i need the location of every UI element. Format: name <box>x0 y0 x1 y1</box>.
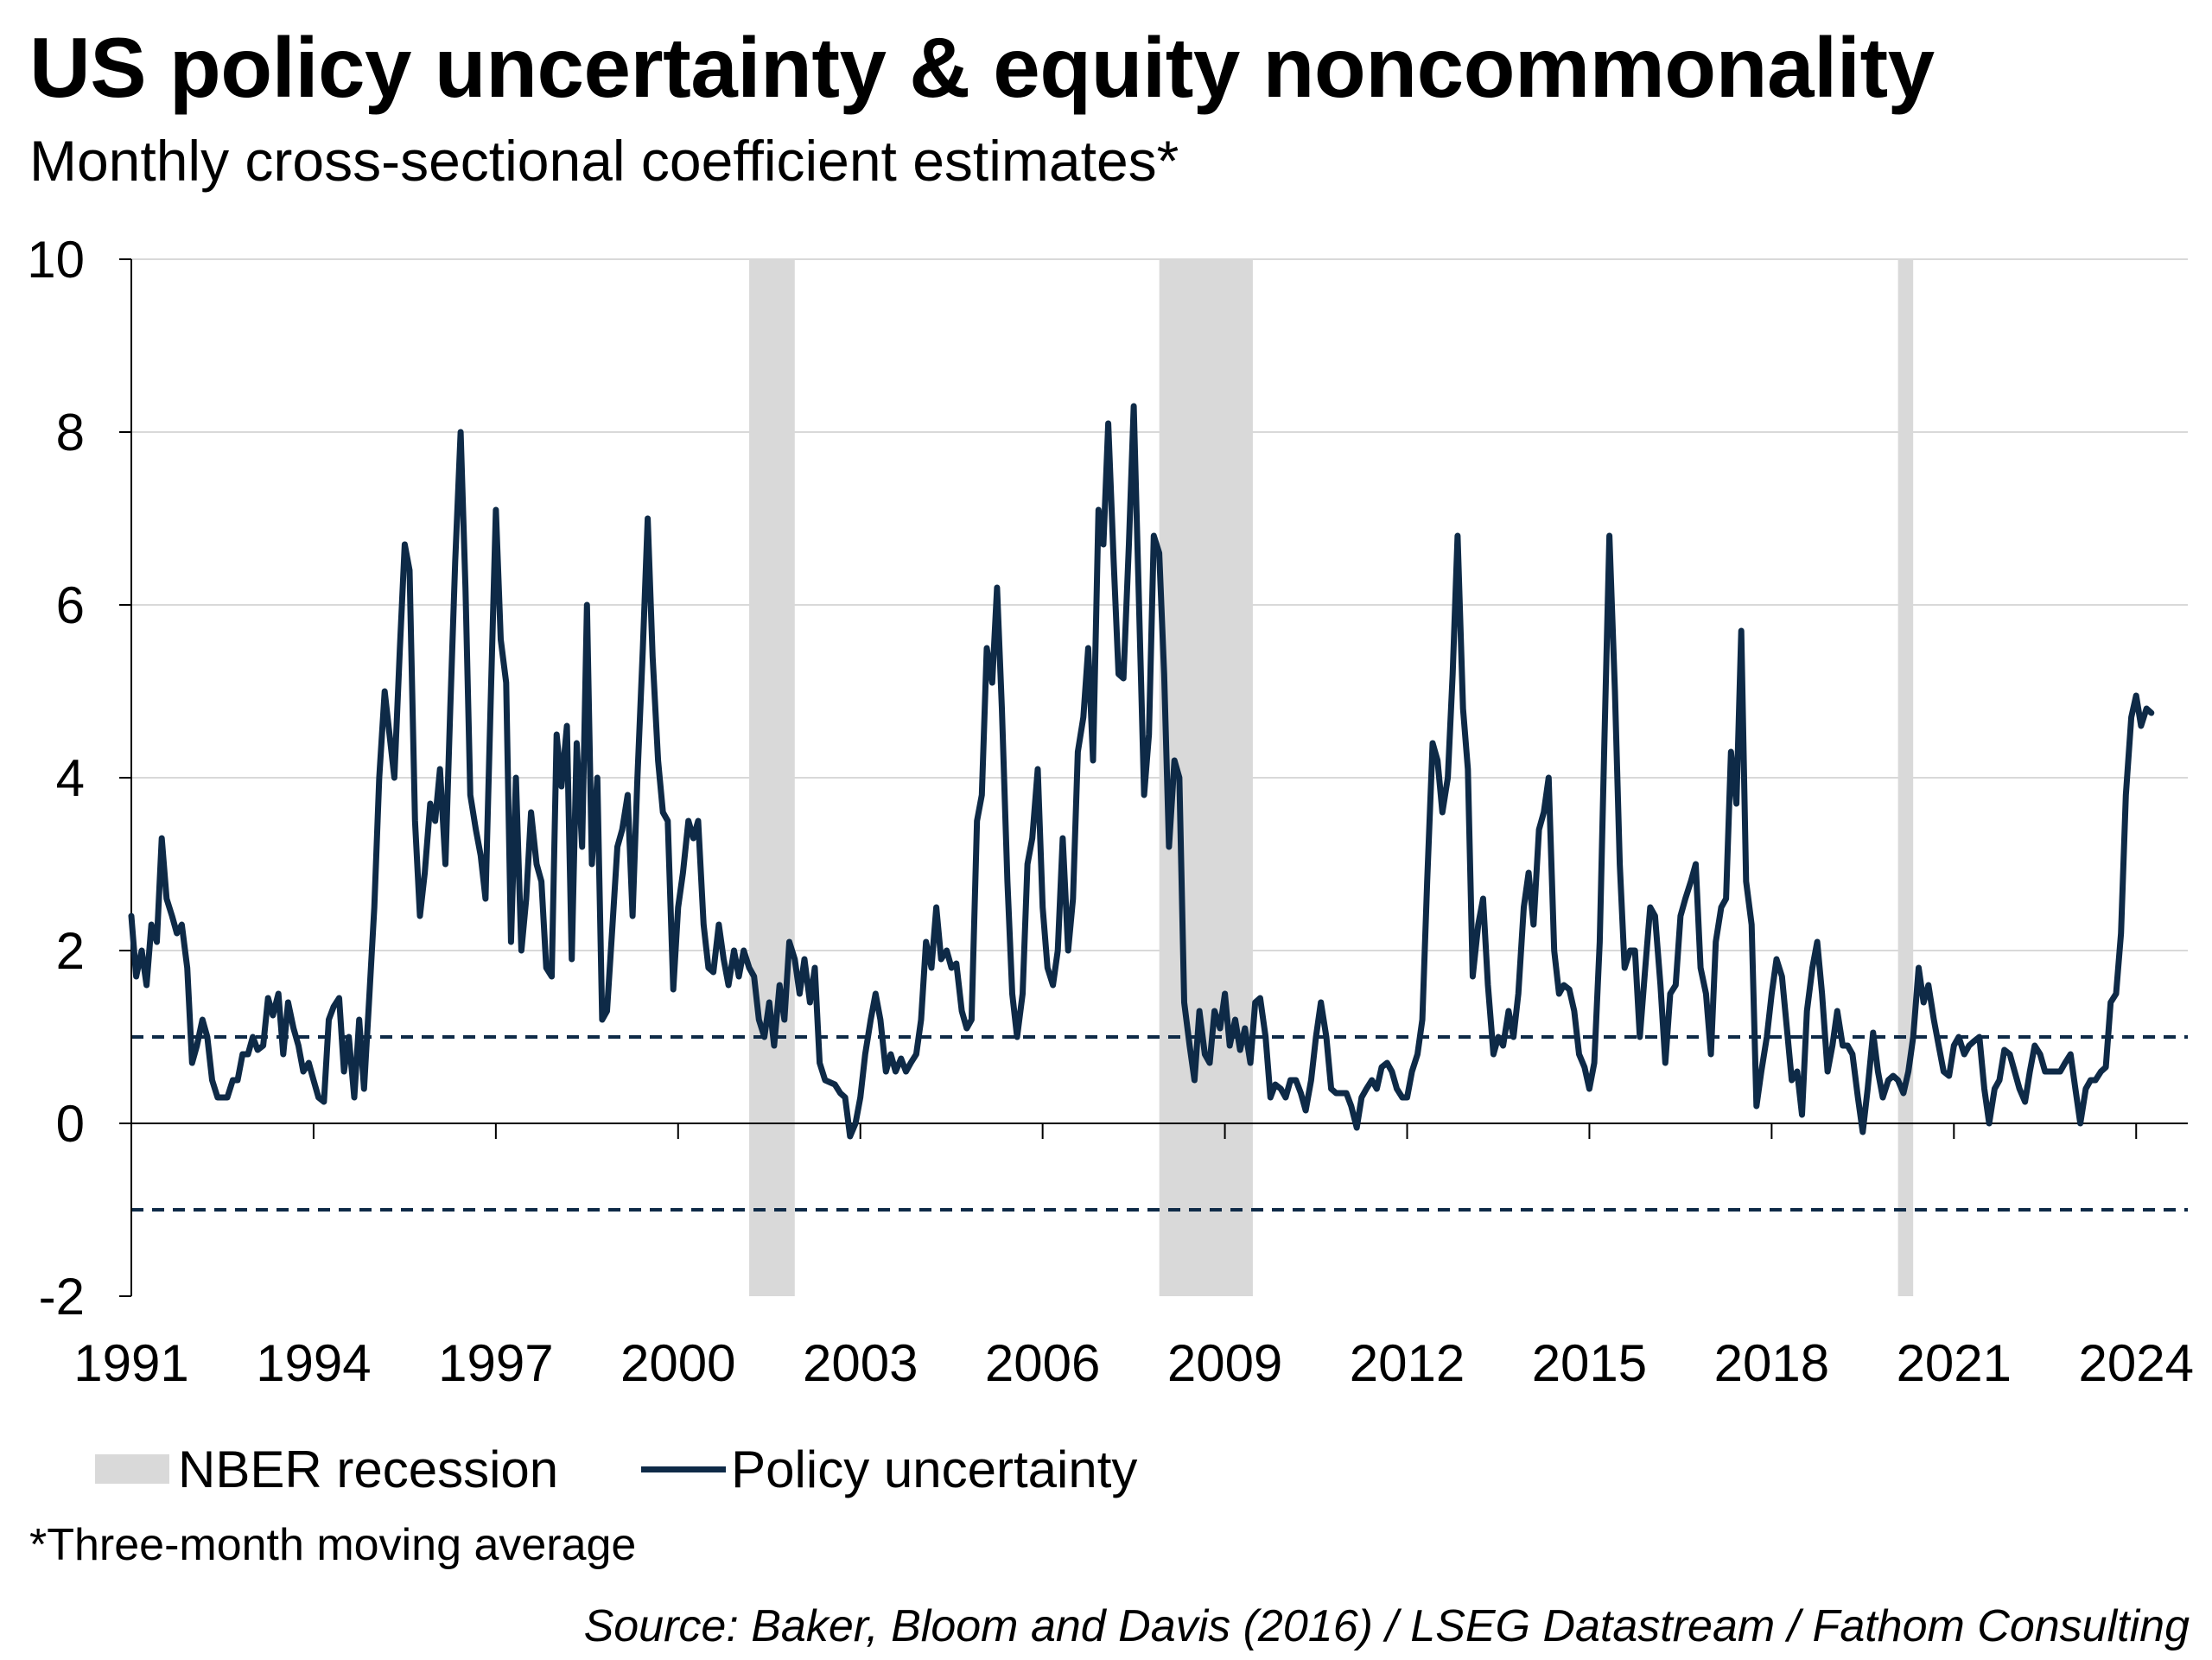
legend-item-recession: NBER recession <box>95 1440 558 1499</box>
legend-item-policy: Policy uncertainty <box>641 1440 1137 1499</box>
legend-recession-swatch <box>95 1454 169 1484</box>
series-line-policy-uncertainty <box>128 403 2155 1140</box>
y-tick-label: 4 <box>56 749 85 807</box>
x-tick-label: 1991 <box>73 1334 188 1392</box>
chart-title: US policy uncertainty & equity noncommon… <box>29 20 1935 115</box>
y-tick-label: -2 <box>39 1268 85 1326</box>
source-note: Source: Baker, Bloom and Davis (2016) / … <box>583 1601 2190 1651</box>
x-tick-label: 2024 <box>2078 1334 2193 1392</box>
x-tick-label: 2003 <box>803 1334 918 1392</box>
y-tick-label: 2 <box>56 922 85 980</box>
y-tick-label: 10 <box>27 231 85 289</box>
legend-policy-label: Policy uncertainty <box>731 1440 1138 1498</box>
x-tick-label: 2015 <box>1532 1334 1647 1392</box>
x-tick-label: 1997 <box>438 1334 553 1392</box>
y-tick-label: 8 <box>56 404 85 461</box>
x-tick-label: 2018 <box>1714 1334 1829 1392</box>
x-tick-label: 2000 <box>620 1334 735 1392</box>
x-tick-label: 1994 <box>256 1334 371 1392</box>
legend-recession-label: NBER recession <box>178 1440 559 1498</box>
legend: NBER recession Policy uncertainty <box>95 1434 1220 1504</box>
y-tick-label: 6 <box>56 576 85 634</box>
x-tick-label: 2012 <box>1350 1334 1465 1392</box>
x-tick-label: 2009 <box>1167 1334 1282 1392</box>
x-tick-label: 2006 <box>985 1334 1100 1392</box>
footnote: *Three-month moving average <box>29 1520 637 1570</box>
x-tick-label: 2021 <box>1897 1334 2012 1392</box>
y-tick-label: 0 <box>56 1095 85 1153</box>
legend-policy-swatch <box>641 1466 727 1472</box>
chart-subtitle: Monthly cross-sectional coefficient esti… <box>29 129 1179 193</box>
